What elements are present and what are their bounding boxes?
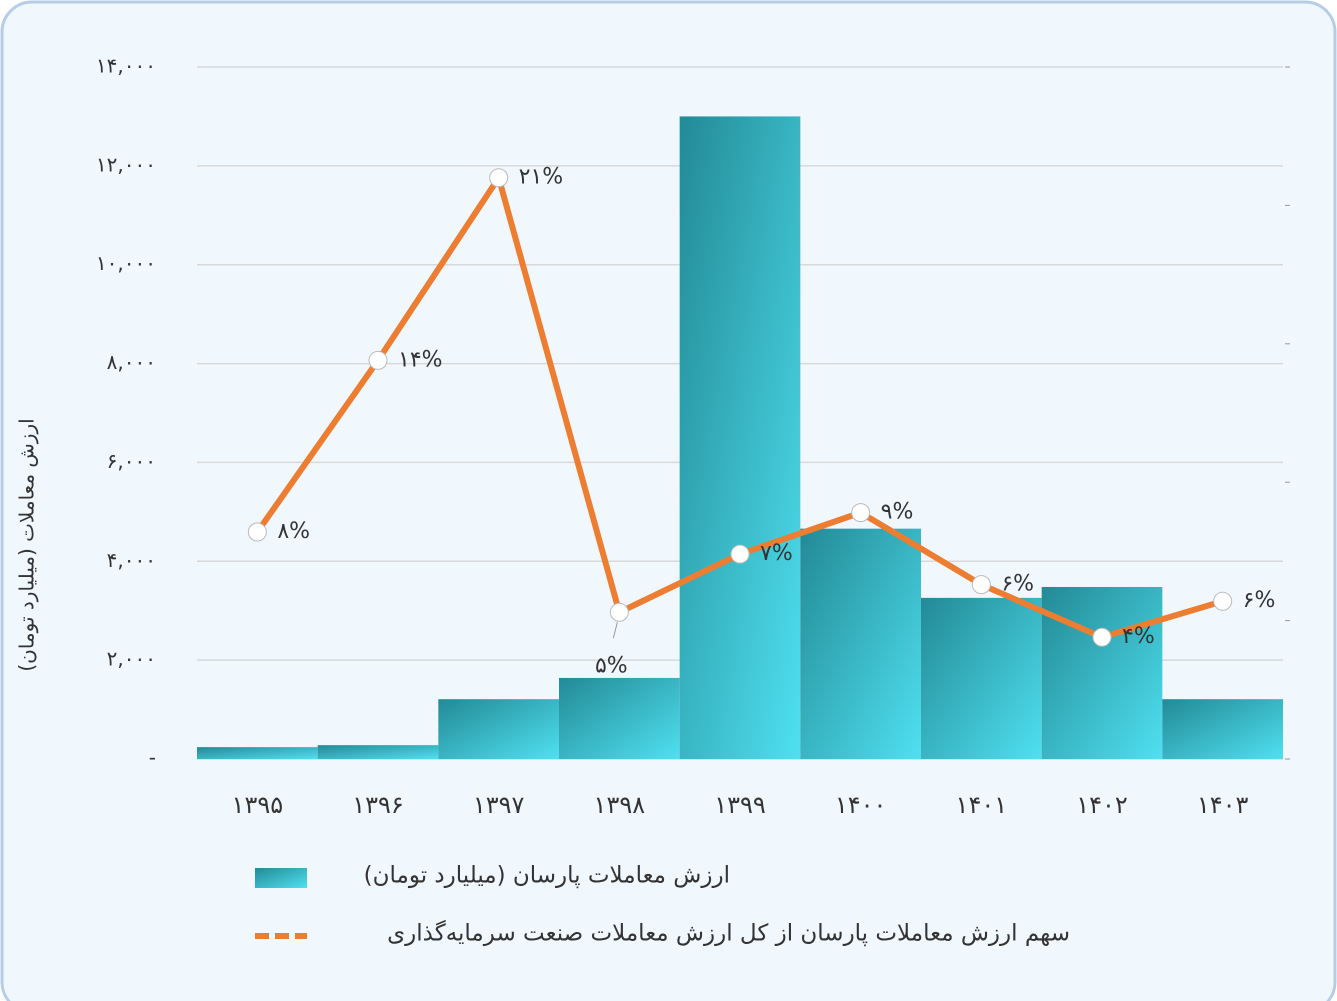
bar xyxy=(559,677,680,759)
x-tick-label: ۱۳۹۶ xyxy=(352,791,404,819)
leader-line xyxy=(612,622,618,639)
bar xyxy=(921,597,1042,759)
data-label: ۵% xyxy=(595,653,628,678)
line-marker xyxy=(609,602,629,622)
bar xyxy=(1041,586,1163,759)
data-label: ۸% xyxy=(277,519,310,544)
data-label: ۹% xyxy=(881,500,914,525)
y-tick-label: - xyxy=(149,746,156,770)
x-tick-label: ۱۳۹۷ xyxy=(473,791,525,819)
data-label: ۲۱% xyxy=(519,165,564,190)
y-tick-label: ۱۲,۰۰۰ xyxy=(96,152,156,176)
data-label: ۶% xyxy=(1243,588,1276,613)
data-label: ۱۴% xyxy=(398,347,443,372)
y-axis-label: ارزش معاملات (میلیارد تومان) xyxy=(15,418,39,671)
bar xyxy=(800,528,921,759)
data-label: ۷% xyxy=(760,541,793,566)
x-tick-label: ۱۴۰۲ xyxy=(1076,791,1128,819)
x-tick-label: ۱۳۹۵ xyxy=(232,791,284,819)
line-marker xyxy=(851,503,871,523)
data-label: ۶% xyxy=(1001,572,1034,597)
y-tick-label: ۲,۰۰۰ xyxy=(107,647,156,671)
line-marker xyxy=(368,350,388,370)
legend-swatch xyxy=(255,868,307,888)
bar xyxy=(438,699,559,759)
y-tick-label: ۱۴,۰۰۰ xyxy=(96,54,156,78)
line-marker xyxy=(247,522,267,542)
legend-label: سهم ارزش معاملات پارسان از کل ارزش معامل… xyxy=(387,920,1070,947)
data-label: ۴% xyxy=(1122,624,1155,649)
x-tick-label: ۱۴۰۱ xyxy=(956,791,1008,819)
line-marker xyxy=(1092,627,1112,647)
x-tick-label: ۱۳۹۸ xyxy=(594,791,646,819)
legend-label: ارزش معاملات پارسان (میلیارد تومان) xyxy=(364,863,730,889)
bar xyxy=(1162,699,1283,759)
y-tick-label: ۱۰,۰۰۰ xyxy=(96,251,156,275)
x-tick-label: ۱۴۰۳ xyxy=(1197,791,1249,819)
x-tick-label: ۱۳۹۹ xyxy=(714,791,766,819)
y-tick-label: ۶,۰۰۰ xyxy=(107,449,156,473)
bar xyxy=(197,747,318,759)
line-marker xyxy=(730,544,750,564)
line-marker xyxy=(971,575,991,595)
y-tick-label: ۴,۰۰۰ xyxy=(107,548,156,572)
bar xyxy=(679,116,801,759)
line-marker xyxy=(489,168,509,188)
x-tick-label: ۱۴۰۰ xyxy=(835,791,887,819)
line-marker xyxy=(1213,591,1233,611)
bar xyxy=(317,745,439,759)
y-tick-label: ۸,۰۰۰ xyxy=(107,350,156,374)
